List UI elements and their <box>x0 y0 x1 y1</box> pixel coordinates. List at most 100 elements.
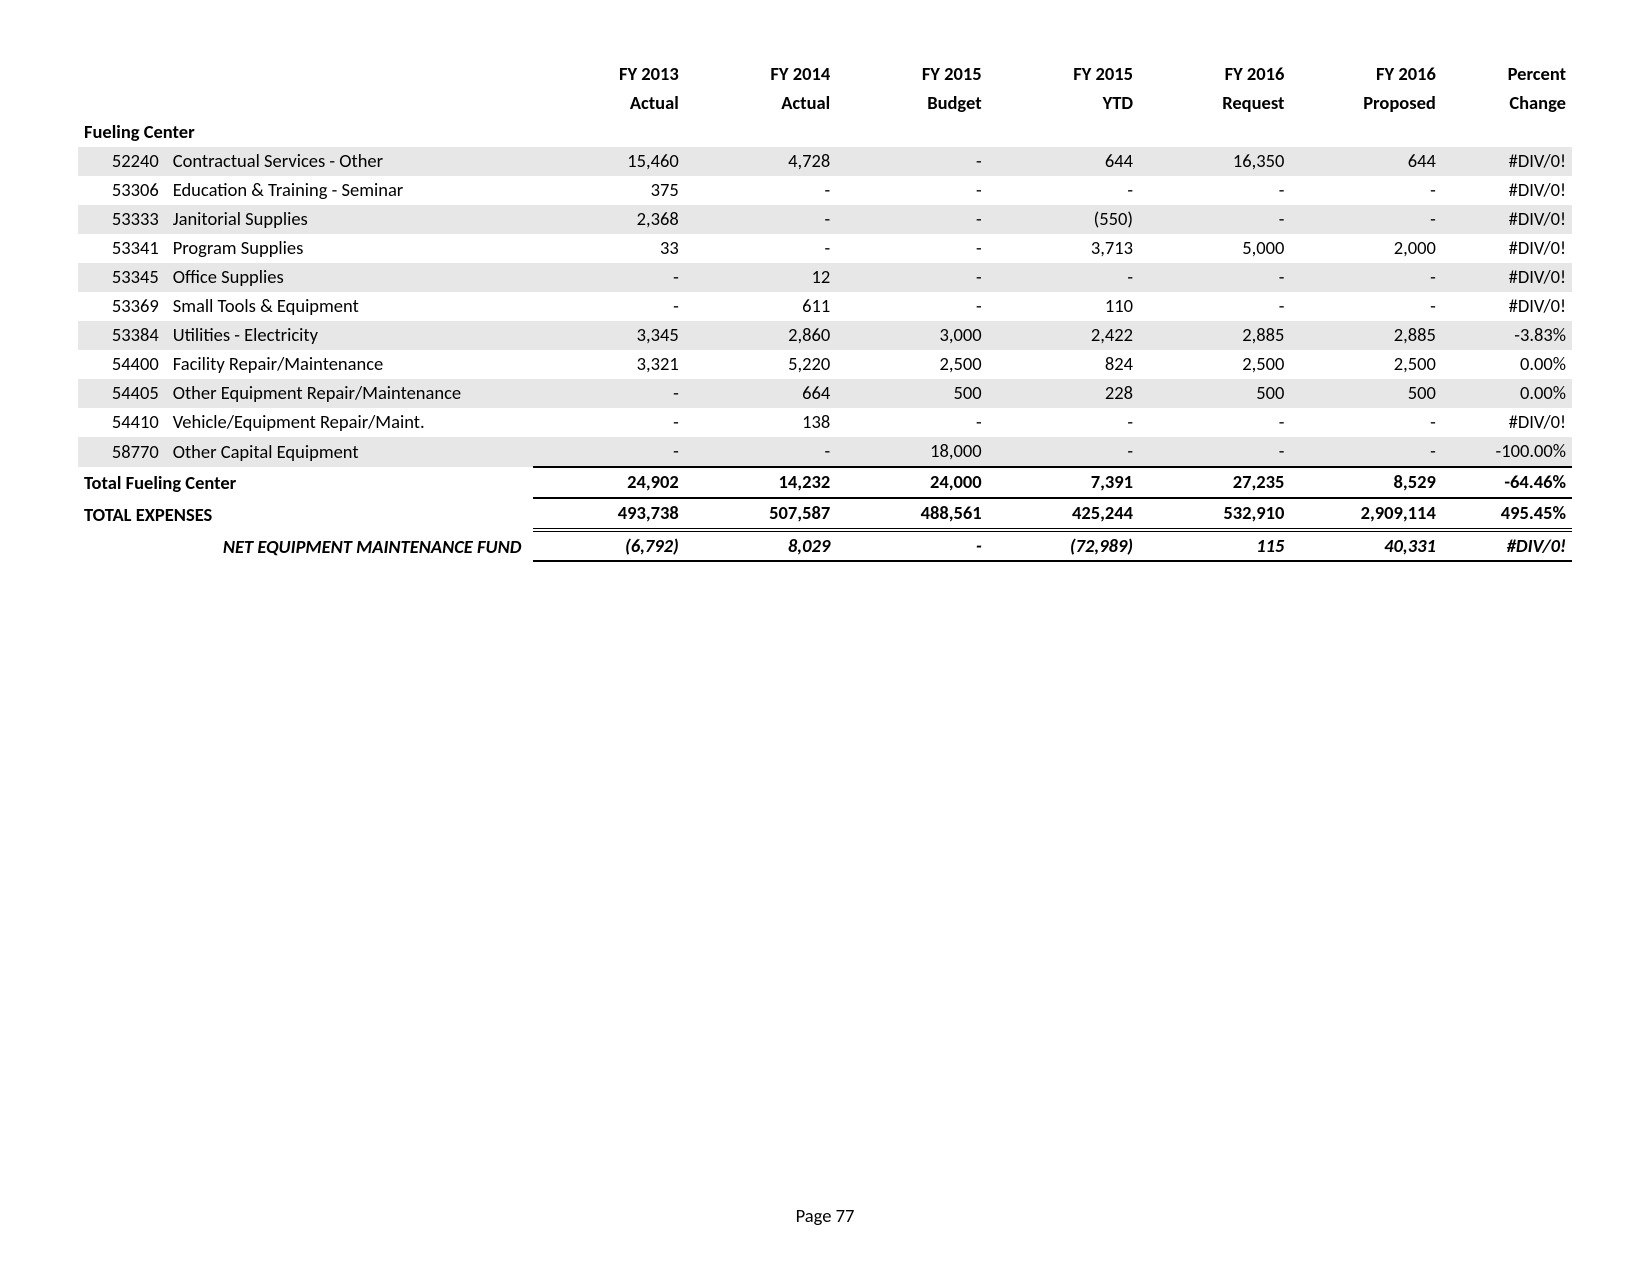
row-val: - <box>836 234 987 263</box>
net-val: (72,989) <box>988 530 1139 562</box>
row-val: 644 <box>1290 147 1441 176</box>
col-h2-l2: Actual <box>685 89 836 118</box>
row-val: - <box>1290 176 1441 205</box>
net-val: (6,792) <box>533 530 684 562</box>
row-desc: Utilities - Electricity <box>167 321 534 350</box>
row-val: - <box>533 437 684 467</box>
net-label: NET EQUIPMENT MAINTENANCE FUND <box>78 530 533 562</box>
row-val: 2,885 <box>1290 321 1441 350</box>
row-val: 3,321 <box>533 350 684 379</box>
row-val: #DIV/0! <box>1442 205 1572 234</box>
row-val: #DIV/0! <box>1442 263 1572 292</box>
total-val: 493,738 <box>533 498 684 530</box>
row-val: - <box>1139 437 1290 467</box>
net-val: #DIV/0! <box>1442 530 1572 562</box>
row-val: 18,000 <box>836 437 987 467</box>
row-val: - <box>988 263 1139 292</box>
total-val: 488,561 <box>836 498 987 530</box>
table-row: 53384Utilities - Electricity3,3452,8603,… <box>78 321 1572 350</box>
budget-table: FY 2013 FY 2014 FY 2015 FY 2015 FY 2016 … <box>78 60 1572 562</box>
net-row: NET EQUIPMENT MAINTENANCE FUND(6,792)8,0… <box>78 530 1572 562</box>
row-val: 500 <box>836 379 987 408</box>
total-label: TOTAL EXPENSES <box>78 498 533 530</box>
row-val: - <box>988 176 1139 205</box>
row-val: 2,500 <box>836 350 987 379</box>
total-val: 2,909,114 <box>1290 498 1441 530</box>
row-val: 664 <box>685 379 836 408</box>
row-val: 33 <box>533 234 684 263</box>
table-row: 53333Janitorial Supplies2,368--(550)--#D… <box>78 205 1572 234</box>
table-row: 52240Contractual Services - Other15,4604… <box>78 147 1572 176</box>
row-val: 0.00% <box>1442 350 1572 379</box>
section-title-row: Fueling Center <box>78 118 1572 147</box>
row-val: - <box>836 176 987 205</box>
row-val: - <box>836 292 987 321</box>
blank <box>533 118 684 147</box>
row-desc: Education & Training - Seminar <box>167 176 534 205</box>
row-code: 54410 <box>78 408 167 437</box>
row-val: #DIV/0! <box>1442 408 1572 437</box>
row-val: 12 <box>685 263 836 292</box>
blank <box>1139 118 1290 147</box>
col-h7-l2: Change <box>1442 89 1572 118</box>
page-footer: Page 77 <box>0 1204 1650 1227</box>
row-val: 2,000 <box>1290 234 1441 263</box>
col-h4-l1: FY 2015 <box>988 60 1139 89</box>
net-val: - <box>836 530 987 562</box>
row-val: 2,500 <box>1290 350 1441 379</box>
row-val: #DIV/0! <box>1442 176 1572 205</box>
col-h1-l2: Actual <box>533 89 684 118</box>
table-row: 58770Other Capital Equipment--18,000----… <box>78 437 1572 467</box>
row-desc: Other Capital Equipment <box>167 437 534 467</box>
table-row: 53341Program Supplies33--3,7135,0002,000… <box>78 234 1572 263</box>
row-val: 2,368 <box>533 205 684 234</box>
total-val: 495.45% <box>1442 498 1572 530</box>
row-desc: Janitorial Supplies <box>167 205 534 234</box>
subtotal-val: 14,232 <box>685 467 836 498</box>
row-val: - <box>685 234 836 263</box>
row-val: 3,000 <box>836 321 987 350</box>
row-val: -100.00% <box>1442 437 1572 467</box>
row-val: 2,500 <box>1139 350 1290 379</box>
row-val: #DIV/0! <box>1442 234 1572 263</box>
blank <box>1290 118 1441 147</box>
col-h5-l1: FY 2016 <box>1139 60 1290 89</box>
row-val: 2,885 <box>1139 321 1290 350</box>
row-val: - <box>1139 408 1290 437</box>
row-val: 15,460 <box>533 147 684 176</box>
blank <box>1442 118 1572 147</box>
row-code: 52240 <box>78 147 167 176</box>
blank <box>685 118 836 147</box>
blank <box>836 118 987 147</box>
table-row: 54405Other Equipment Repair/Maintenance-… <box>78 379 1572 408</box>
row-val: 644 <box>988 147 1139 176</box>
row-val: - <box>685 176 836 205</box>
row-val: - <box>685 205 836 234</box>
row-val: - <box>1290 292 1441 321</box>
row-code: 53345 <box>78 263 167 292</box>
col-h6-l2: Proposed <box>1290 89 1441 118</box>
blank <box>988 118 1139 147</box>
row-val: - <box>685 437 836 467</box>
col-h3-l2: Budget <box>836 89 987 118</box>
total-val: 532,910 <box>1139 498 1290 530</box>
col-h4-l2: YTD <box>988 89 1139 118</box>
subtotal-val: 27,235 <box>1139 467 1290 498</box>
row-val: 5,000 <box>1139 234 1290 263</box>
row-code: 53384 <box>78 321 167 350</box>
row-val: - <box>836 408 987 437</box>
row-val: - <box>1139 292 1290 321</box>
row-val: - <box>533 379 684 408</box>
row-val: - <box>988 408 1139 437</box>
col-h5-l2: Request <box>1139 89 1290 118</box>
row-val: - <box>836 147 987 176</box>
header-row-1: FY 2013 FY 2014 FY 2015 FY 2015 FY 2016 … <box>78 60 1572 89</box>
row-val: 138 <box>685 408 836 437</box>
row-val: 0.00% <box>1442 379 1572 408</box>
subtotal-label: Total Fueling Center <box>78 467 533 498</box>
col-h6-l1: FY 2016 <box>1290 60 1441 89</box>
subtotal-val: -64.46% <box>1442 467 1572 498</box>
row-code: 53333 <box>78 205 167 234</box>
subtotal-val: 24,902 <box>533 467 684 498</box>
row-val: 110 <box>988 292 1139 321</box>
